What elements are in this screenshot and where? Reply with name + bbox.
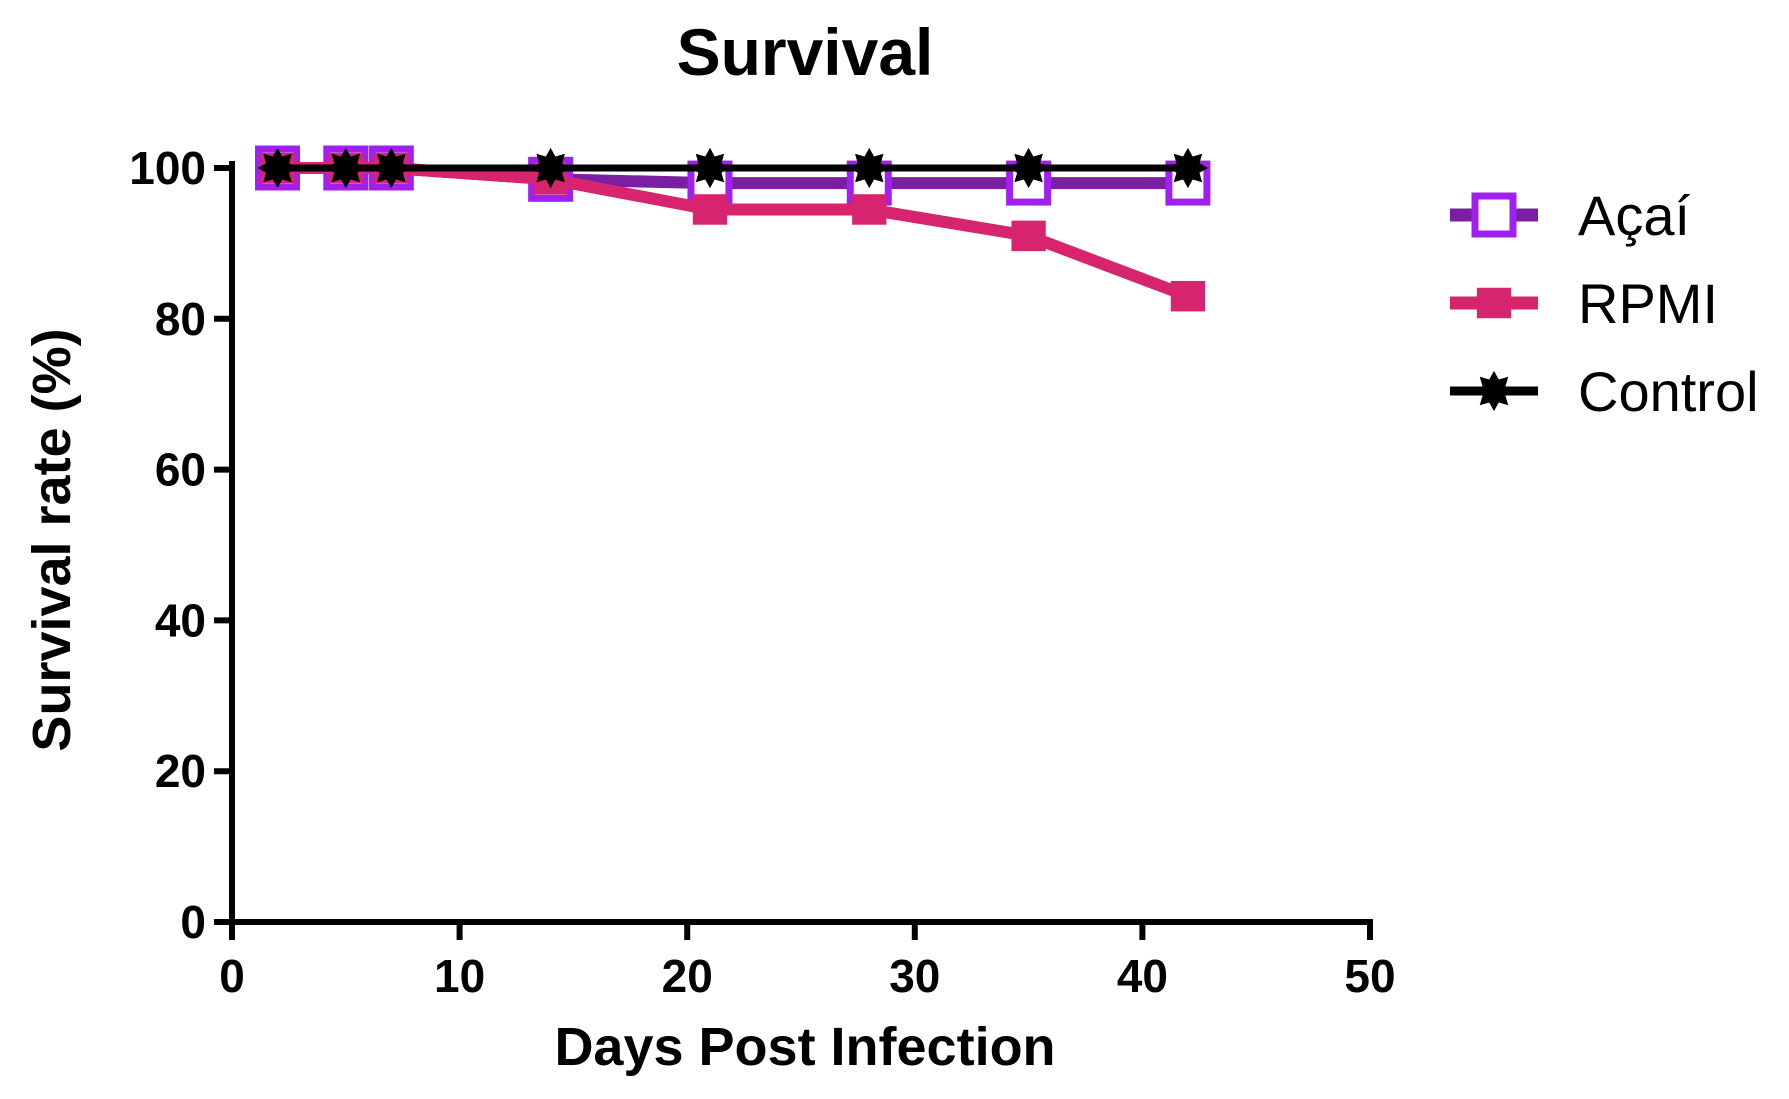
legend-label: RPMI — [1578, 272, 1718, 335]
legend-label: Control — [1578, 360, 1759, 423]
legend-item-rpmi: RPMI — [1450, 272, 1718, 335]
data-point-control — [325, 147, 366, 189]
y-tick-label: 60 — [155, 444, 206, 496]
data-point-control — [849, 147, 890, 189]
axes: 0 20 40 60 80 100 0 10 20 30 40 50 — [129, 142, 1395, 1002]
data-point-control — [1008, 147, 1049, 189]
legend-marker — [1476, 287, 1512, 319]
data-point-rpmi — [1170, 280, 1206, 312]
y-tick-label: 20 — [155, 745, 206, 797]
legend-marker — [1471, 192, 1517, 238]
data-point-rpmi — [692, 194, 728, 225]
data-point-rpmi — [852, 194, 887, 225]
legend-item-acai: Açaí — [1450, 184, 1690, 247]
data-point-control — [1167, 147, 1209, 189]
data-point-control — [689, 147, 731, 189]
legend: Açaí RPMI Control — [1450, 184, 1759, 423]
x-tick-label: 10 — [434, 950, 485, 1002]
series-layer — [255, 145, 1211, 312]
series-control — [257, 147, 1209, 189]
y-axis-label: Survival rate (%) — [22, 328, 82, 751]
legend-marker — [1473, 370, 1515, 412]
data-point-control — [371, 147, 412, 189]
x-tick-label: 30 — [889, 950, 940, 1002]
data-point-control — [530, 147, 571, 189]
data-point-control — [257, 147, 298, 189]
chart-title: Survival — [677, 15, 934, 89]
x-tick-label: 40 — [1117, 950, 1168, 1002]
legend-label: Açaí — [1578, 184, 1690, 247]
y-tick-label: 40 — [155, 594, 206, 646]
x-tick-label: 20 — [662, 950, 713, 1002]
data-point-rpmi — [1011, 220, 1046, 252]
y-tick-label: 0 — [180, 896, 206, 948]
legend-item-control: Control — [1450, 360, 1759, 423]
y-tick-label: 80 — [155, 293, 206, 345]
x-axis-label: Days Post Infection — [554, 1017, 1055, 1077]
y-tick-label: 100 — [129, 142, 206, 194]
x-tick-label: 0 — [219, 950, 245, 1002]
x-tick-label: 50 — [1344, 950, 1395, 1002]
